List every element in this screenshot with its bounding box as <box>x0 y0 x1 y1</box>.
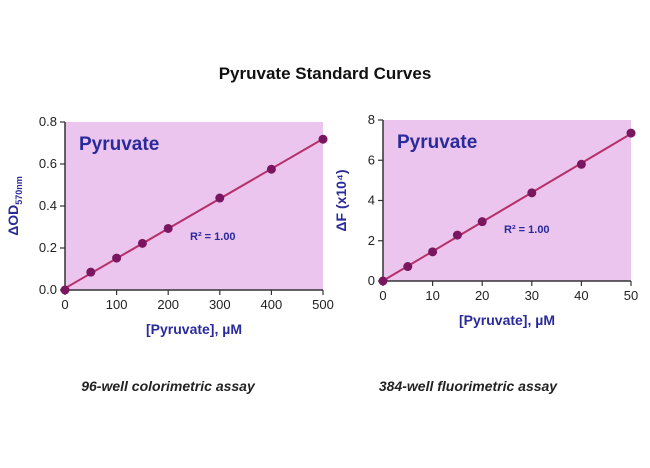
y-tick-label: 8 <box>368 112 375 127</box>
data-point <box>318 134 328 144</box>
x-tick-label: 500 <box>312 297 334 312</box>
data-point <box>137 238 147 248</box>
plot-area <box>65 122 323 290</box>
y-tick-label: 0.8 <box>39 114 57 129</box>
data-point <box>60 285 70 295</box>
data-point <box>112 253 122 263</box>
fit-line <box>64 138 324 290</box>
x-axis-label: [Pyruvate], µM <box>146 321 242 337</box>
y-tick-label: 0.4 <box>39 198 57 213</box>
y-tick-label: 0 <box>368 273 375 288</box>
x-tick-label: 200 <box>157 297 179 312</box>
caption-fluorimetric: 384-well fluorimetric assay <box>378 378 558 394</box>
x-tick-label: 300 <box>209 297 231 312</box>
data-point <box>576 159 586 169</box>
y-tick-label: 4 <box>368 193 375 208</box>
data-point <box>163 223 173 233</box>
data-point <box>626 128 636 138</box>
x-tick-label: 50 <box>624 288 638 303</box>
r-squared-annotation: R² = 1.00 <box>504 224 550 236</box>
data-point <box>477 217 487 227</box>
data-point <box>86 267 96 277</box>
x-tick-label: 400 <box>261 297 283 312</box>
y-tick-label: 6 <box>368 152 375 167</box>
data-point <box>452 230 462 240</box>
x-tick-label: 100 <box>106 297 128 312</box>
y-tick-label: 0.2 <box>39 240 57 255</box>
x-tick-label: 30 <box>525 288 539 303</box>
panel-title: Pyruvate <box>397 132 477 153</box>
plot-area <box>383 120 631 281</box>
panel-title: Pyruvate <box>79 134 159 155</box>
x-tick-label: 40 <box>574 288 588 303</box>
y-tick-label: 0.6 <box>39 156 57 171</box>
caption-colorimetric: 96-well colorimetric assay <box>81 378 255 394</box>
data-point <box>428 247 438 257</box>
x-tick-label: 0 <box>379 288 386 303</box>
y-axis-label: ΔF (x10⁴) <box>333 169 349 231</box>
x-tick-label: 20 <box>475 288 489 303</box>
data-point <box>215 193 225 203</box>
data-point <box>378 276 388 286</box>
x-tick-label: 0 <box>61 297 68 312</box>
data-point <box>527 188 537 198</box>
r-squared-annotation: R² = 1.00 <box>190 231 236 243</box>
y-tick-label: 0.0 <box>39 282 57 297</box>
x-tick-label: 10 <box>425 288 439 303</box>
fit-line <box>382 132 632 282</box>
data-point <box>403 262 413 272</box>
y-tick-label: 2 <box>368 233 375 248</box>
figure-title: Pyruvate Standard Curves <box>218 64 432 83</box>
y-axis-label-subscript: 570nm <box>14 176 24 205</box>
data-point <box>266 164 276 174</box>
x-axis-label: [Pyruvate], µM <box>459 312 555 328</box>
